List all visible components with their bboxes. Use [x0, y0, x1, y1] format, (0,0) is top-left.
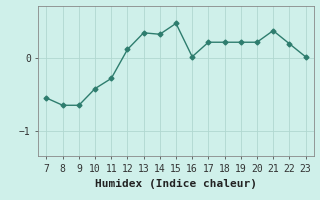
X-axis label: Humidex (Indice chaleur): Humidex (Indice chaleur) [95, 179, 257, 189]
